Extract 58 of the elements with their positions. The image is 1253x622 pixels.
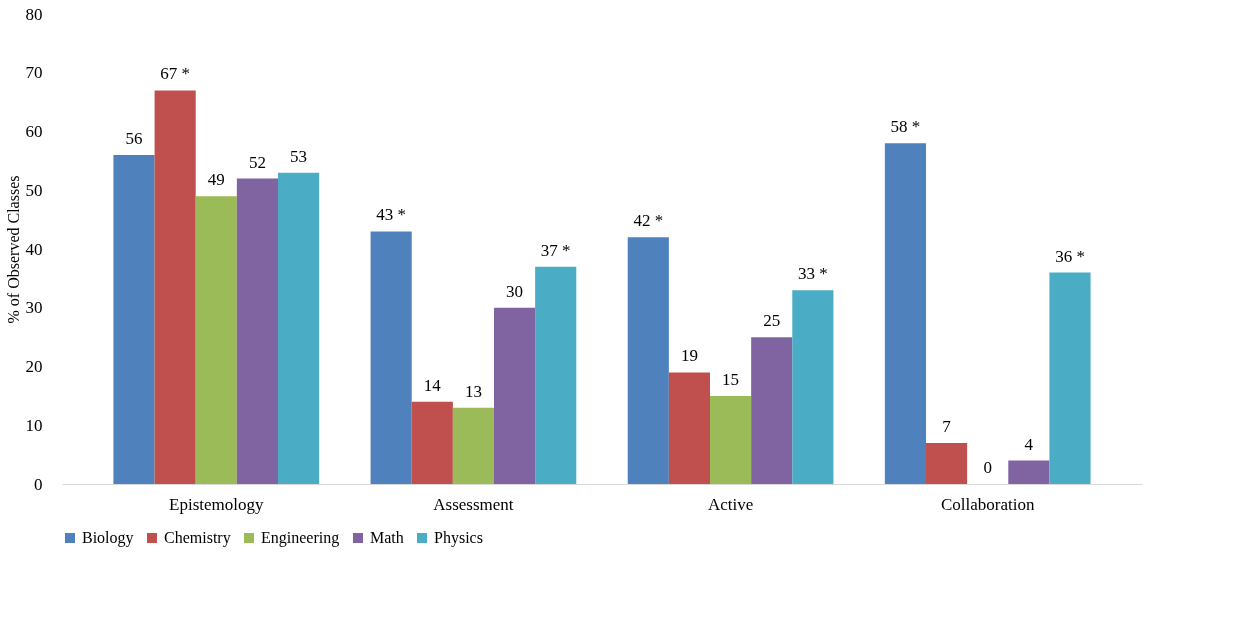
data-label: 13 [464, 381, 482, 401]
bar [113, 155, 155, 484]
bar [668, 372, 710, 484]
data-label: 7 [942, 416, 952, 436]
data-label: 36 * [1055, 246, 1085, 266]
data-label: 52 [248, 152, 266, 172]
x-tick-label: Assessment [433, 494, 514, 514]
data-label: 56 [125, 129, 143, 148]
bar [926, 442, 968, 484]
data-label: 25 [763, 311, 781, 331]
bar [370, 231, 412, 484]
data-label: 42 * [633, 211, 664, 231]
bar [535, 266, 577, 484]
x-tick-label: Collaboration [940, 494, 1035, 514]
y-tick-label: 0 [34, 474, 43, 494]
y-tick-label: 40 [25, 239, 43, 259]
bar [710, 395, 752, 484]
data-label: 0 [983, 458, 992, 477]
x-tick-label: Epistemology [169, 494, 264, 514]
data-label: 49 [207, 170, 225, 190]
legend-label: Math [370, 529, 404, 546]
bar [627, 237, 669, 484]
data-label: 19 [680, 346, 698, 366]
bar [884, 143, 926, 484]
data-label: 14 [423, 375, 442, 395]
legend-label: Biology [82, 529, 134, 547]
bar [154, 90, 196, 484]
x-tick-label: Active [707, 494, 754, 514]
bar [411, 401, 453, 484]
legend-label: Engineering [261, 529, 340, 547]
bar [1049, 272, 1091, 484]
data-label: 37 * [540, 240, 571, 260]
data-label: 53 [290, 146, 308, 166]
data-label: 58 * [890, 117, 921, 137]
legend-label: Chemistry [164, 529, 231, 547]
y-axis-title: % of Observed Classes [4, 175, 22, 324]
legend-label: Physics [434, 529, 483, 547]
data-label: 43 * [376, 205, 407, 225]
bar [452, 407, 494, 484]
y-tick-label: 30 [25, 298, 43, 318]
data-label: 67 * [160, 64, 191, 84]
bar [278, 172, 320, 484]
bar [494, 307, 536, 484]
bar [195, 196, 237, 484]
data-label: 30 [506, 281, 524, 301]
y-tick-label: 60 [25, 122, 43, 141]
data-label: 33 * [797, 264, 828, 284]
y-tick-label: 10 [25, 415, 43, 435]
y-tick-label: 50 [25, 180, 43, 200]
data-label: 15 [722, 369, 740, 389]
y-tick-label: 70 [25, 63, 43, 83]
bar [792, 290, 834, 484]
bar [236, 178, 278, 484]
bar [1008, 460, 1050, 484]
bar [751, 337, 793, 484]
data-label: 4 [1024, 434, 1034, 454]
y-tick-label: 80 [25, 4, 43, 24]
y-tick-label: 20 [25, 357, 43, 376]
